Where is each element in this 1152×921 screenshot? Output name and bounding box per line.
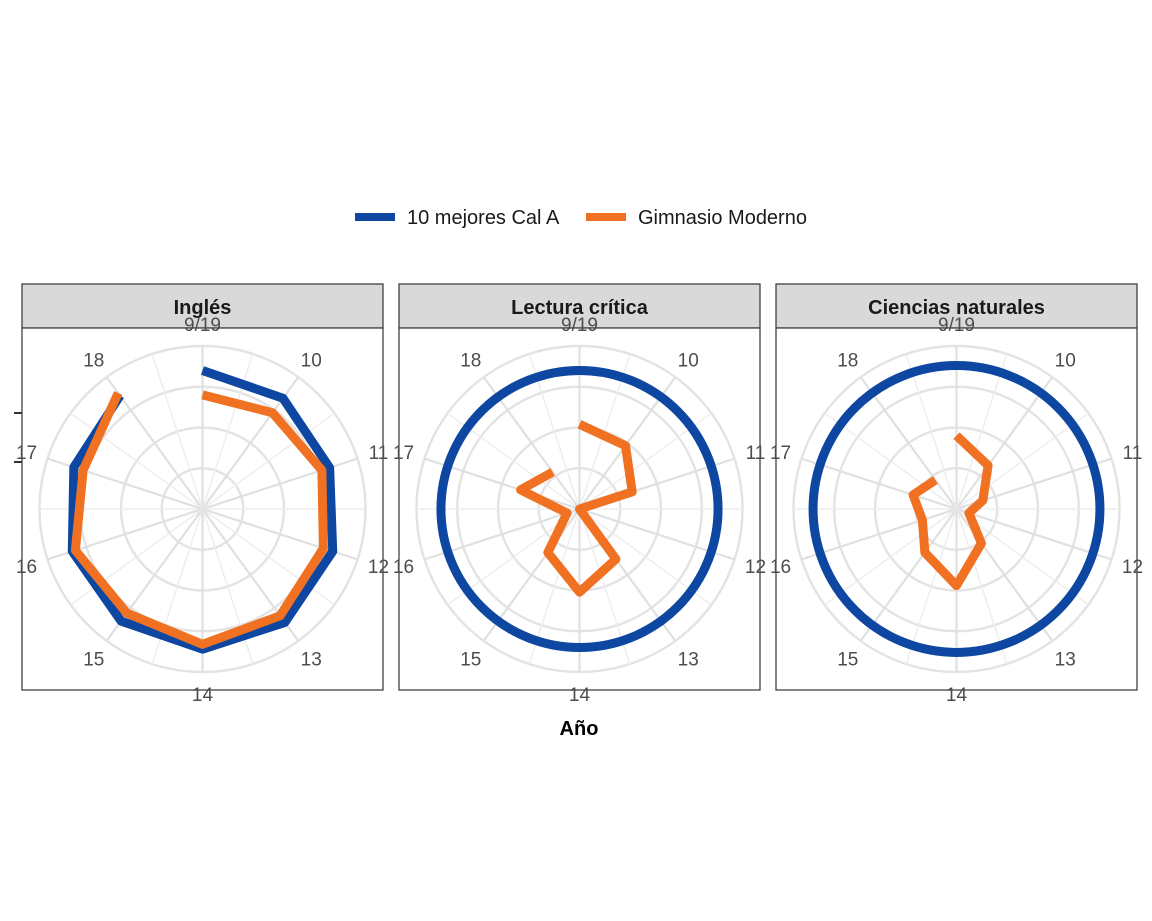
series-line	[808, 361, 1105, 657]
grid-spoke	[955, 376, 1054, 510]
grid-spoke	[801, 457, 957, 511]
theta-tick-label: 9/19	[561, 315, 598, 336]
series-line	[436, 365, 723, 653]
theta-tick-label: 9/19	[938, 315, 975, 336]
theta-tick-labels: 9/19 10 11 12 13 14 15 16 17 18	[393, 315, 766, 706]
theta-tick-label: 12	[368, 557, 389, 578]
theta-tick-label: 18	[837, 350, 858, 371]
theta-tick-label: 11	[369, 443, 389, 464]
theta-tick-label: 17	[16, 443, 37, 464]
grid-spoke-minor	[70, 412, 203, 510]
grid-spoke	[801, 507, 957, 561]
series-line	[67, 366, 338, 654]
series-line	[516, 420, 637, 597]
theta-tick-label: 14	[946, 685, 968, 706]
series-line	[70, 390, 328, 649]
theta-tick-label: 12	[745, 557, 766, 578]
theta-tick-label: 16	[393, 557, 414, 578]
x-axis-title: Año	[560, 718, 599, 740]
theta-tick-label: 10	[1055, 350, 1076, 371]
grid-spoke-minor	[905, 508, 958, 665]
theta-tick-label: 12	[1122, 557, 1143, 578]
series-line	[908, 432, 993, 591]
left-axis-ticks	[14, 412, 22, 463]
theta-tick-label: 11	[1123, 443, 1143, 464]
legend-item: Gimnasio Moderno	[586, 207, 807, 229]
grid-spoke-minor	[955, 353, 1008, 510]
theta-tick-label: 17	[393, 443, 414, 464]
theta-tick-labels: 9/19 10 11 12 13 14 15 16 17 18	[16, 315, 389, 706]
facet-strip	[21, 283, 384, 329]
grid-spoke-minor	[202, 412, 335, 510]
polar-grid	[792, 344, 1121, 674]
theta-tick-label: 13	[678, 650, 699, 671]
theta-tick-label: 14	[192, 685, 214, 706]
legend: 10 mejores Cal A Gimnasio Moderno	[355, 207, 807, 229]
grid-spoke-minor	[956, 412, 1089, 510]
facet-strip	[398, 283, 761, 329]
grid-spoke-minor	[201, 353, 254, 510]
theta-tick-label: 16	[16, 557, 37, 578]
theta-tick-label: 18	[460, 350, 481, 371]
theta-tick-label: 18	[83, 350, 104, 371]
grid-spoke-minor	[151, 353, 204, 510]
facet-strip-title: Inglés	[174, 297, 232, 319]
grid-spoke-minor	[824, 508, 957, 606]
theta-tick-label: 15	[83, 650, 104, 671]
theta-tick-label: 14	[569, 685, 591, 706]
theta-tick-label: 17	[770, 443, 791, 464]
theta-tick-label: 10	[301, 350, 322, 371]
legend-item: 10 mejores Cal A	[355, 207, 560, 229]
theta-tick-label: 9/19	[184, 315, 221, 336]
theta-tick-label: 15	[837, 650, 858, 671]
theta-tick-label: 11	[746, 443, 766, 464]
grid-spoke-minor	[70, 508, 203, 606]
facet-strip-title: Ciencias naturales	[868, 297, 1045, 319]
legend-label: 10 mejores Cal A	[407, 207, 560, 229]
theta-tick-label: 10	[678, 350, 699, 371]
theta-tick-label: 15	[460, 650, 481, 671]
grid-spoke-minor	[905, 353, 958, 510]
facet-strip-title: Lectura crítica	[511, 297, 649, 319]
theta-tick-label: 13	[301, 650, 322, 671]
theta-tick-label: 13	[1055, 650, 1076, 671]
grid-spoke-minor	[824, 412, 957, 510]
legend-label: Gimnasio Moderno	[638, 207, 807, 229]
theta-tick-label: 16	[770, 557, 791, 578]
grid-spoke	[859, 508, 958, 642]
theta-tick-labels: 9/19 10 11 12 13 14 15 16 17 18	[770, 315, 1143, 706]
grid-spoke-minor	[955, 508, 1008, 665]
grid-spoke	[956, 507, 1112, 561]
grid-spoke	[859, 376, 958, 510]
